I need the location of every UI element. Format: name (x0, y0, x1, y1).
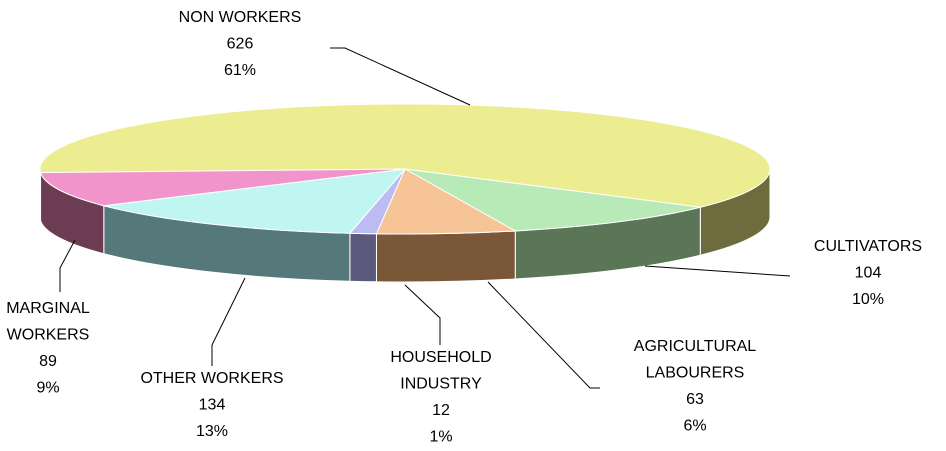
pie-sides (40, 168, 771, 283)
pie-tops (39, 103, 771, 235)
labels: NON WORKERS 626 61% CULTIVATORS 104 10% AGRICU… (6, 9, 922, 446)
pie-slice (103, 168, 407, 234)
pie-slice (375, 168, 517, 235)
leader-line (330, 47, 471, 106)
value-label: 626 (227, 36, 254, 53)
value-label: 63 (686, 391, 704, 408)
pie-side (349, 232, 377, 283)
percent-label: 9% (36, 380, 59, 397)
pie-slice (404, 168, 701, 232)
percent-label: 6% (683, 418, 706, 435)
value-label: 12 (432, 402, 450, 419)
leader-line (404, 284, 441, 345)
category-label: NON WORKERS (179, 9, 302, 26)
leader-lines (59, 47, 791, 389)
leader-line (644, 265, 791, 277)
category-label: AGRICULTURAL LABOURERS (634, 338, 756, 382)
leader-line (211, 277, 246, 366)
category-label: CULTIVATORS (814, 238, 922, 255)
category-label: HOUSEHOLD INDUSTRY (390, 349, 491, 393)
leader-line (59, 239, 76, 292)
value-label: 89 (39, 353, 57, 370)
pie-slice (39, 103, 771, 208)
category-label: OTHER WORKERS (140, 370, 283, 387)
percent-label: 61% (224, 62, 256, 79)
category-label: MARGINAL WORKERS (6, 300, 90, 344)
pie-slice (39, 168, 406, 207)
value-label: 104 (855, 265, 882, 282)
leader-line (487, 281, 600, 389)
percent-label: 10% (852, 291, 884, 308)
percent-label: 1% (429, 429, 452, 446)
percent-label: 13% (196, 423, 228, 440)
value-label: 134 (199, 397, 226, 414)
pie-side (375, 230, 516, 283)
